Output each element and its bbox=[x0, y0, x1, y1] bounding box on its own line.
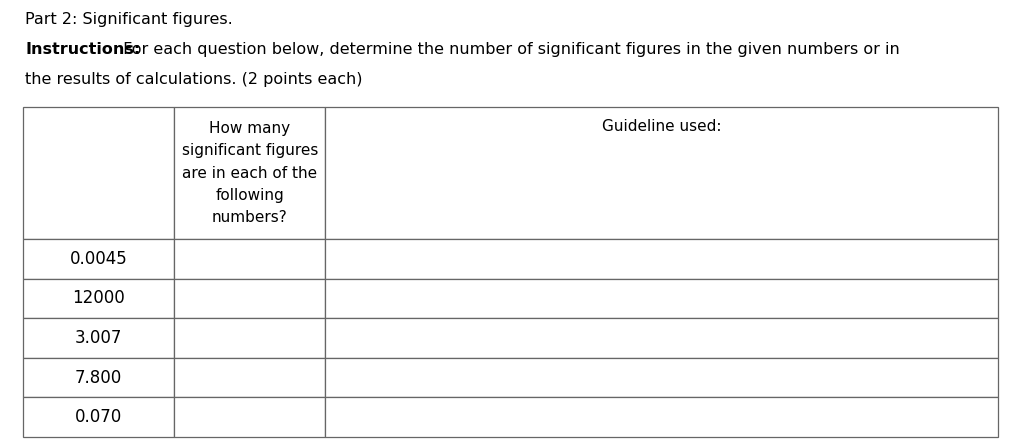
Text: 7.800: 7.800 bbox=[75, 369, 123, 387]
Bar bbox=[175, 107, 326, 239]
Bar bbox=[23, 358, 175, 397]
Bar bbox=[175, 397, 326, 437]
Text: For each question below, determine the number of significant figures in the give: For each question below, determine the n… bbox=[118, 42, 900, 57]
Bar bbox=[326, 397, 998, 437]
Bar bbox=[175, 239, 326, 278]
Text: Guideline used:: Guideline used: bbox=[601, 119, 722, 134]
Bar bbox=[23, 107, 175, 239]
Text: 0.070: 0.070 bbox=[75, 408, 123, 426]
Bar bbox=[175, 358, 326, 397]
Text: How many
significant figures
are in each of the
following
numbers?: How many significant figures are in each… bbox=[182, 121, 318, 225]
Text: the results of calculations. (2 points each): the results of calculations. (2 points e… bbox=[25, 72, 362, 87]
Bar bbox=[23, 239, 175, 278]
Bar bbox=[23, 278, 175, 318]
Text: 12000: 12000 bbox=[72, 290, 125, 307]
Bar bbox=[326, 358, 998, 397]
Text: 0.0045: 0.0045 bbox=[69, 250, 128, 268]
Bar bbox=[326, 239, 998, 278]
Text: Part 2: Significant figures.: Part 2: Significant figures. bbox=[25, 12, 233, 27]
Text: Instructions:: Instructions: bbox=[25, 42, 140, 57]
Bar bbox=[326, 107, 998, 239]
Bar bbox=[175, 318, 326, 358]
Bar bbox=[23, 318, 175, 358]
Bar bbox=[326, 318, 998, 358]
Bar bbox=[326, 278, 998, 318]
Bar bbox=[175, 278, 326, 318]
Bar bbox=[23, 397, 175, 437]
Text: 3.007: 3.007 bbox=[75, 329, 123, 347]
